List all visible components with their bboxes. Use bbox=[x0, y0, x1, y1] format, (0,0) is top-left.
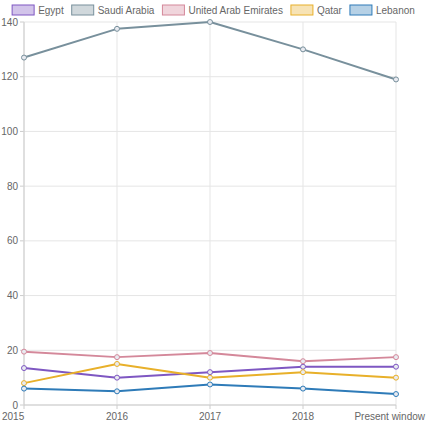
point bbox=[22, 386, 27, 391]
tick-label: 120 bbox=[1, 71, 18, 82]
tick-mark bbox=[20, 240, 24, 241]
grid-line-x bbox=[210, 22, 211, 405]
tick-label: 60 bbox=[7, 235, 19, 246]
point bbox=[301, 47, 306, 52]
legend: Egypt Saudi Arabia United Arab Emirates Qat… bbox=[12, 5, 415, 16]
tick-mark-x bbox=[210, 405, 211, 409]
legend-swatch bbox=[350, 5, 372, 15]
point bbox=[301, 359, 306, 364]
grid-line-x bbox=[303, 22, 304, 405]
legend-label: Lebanon bbox=[376, 5, 415, 16]
legend-label: Egypt bbox=[38, 5, 64, 16]
point bbox=[394, 364, 399, 369]
legend-swatch bbox=[291, 5, 313, 15]
legend-label: United Arab Emirates bbox=[188, 5, 283, 16]
point bbox=[301, 386, 306, 391]
legend-swatch bbox=[72, 5, 94, 15]
tick-mark-x bbox=[24, 405, 25, 409]
legend-swatch bbox=[12, 5, 34, 15]
series-line bbox=[24, 364, 396, 383]
point bbox=[208, 375, 213, 380]
point bbox=[22, 381, 27, 386]
grid-line bbox=[24, 405, 396, 406]
tick-mark bbox=[20, 131, 24, 132]
plot-area bbox=[22, 20, 399, 397]
point bbox=[22, 349, 27, 354]
tick-mark bbox=[20, 76, 24, 77]
tick-mark bbox=[20, 186, 24, 187]
point bbox=[208, 370, 213, 375]
category-label: 2016 bbox=[106, 411, 129, 422]
chart: 0 20 40 60 80 100 120 140 2015 2016 2017 2018 Presen… bbox=[0, 0, 427, 427]
series-line bbox=[24, 22, 396, 79]
grid-line-x bbox=[24, 22, 25, 405]
point bbox=[115, 26, 120, 31]
point bbox=[115, 375, 120, 380]
tick-mark bbox=[20, 22, 24, 23]
tick-label: 140 bbox=[1, 17, 18, 28]
legend-label: Saudi Arabia bbox=[98, 5, 155, 16]
legend-label: Qatar bbox=[317, 5, 343, 16]
tick-label: 0 bbox=[12, 400, 18, 411]
tick-mark-x bbox=[117, 405, 118, 409]
point bbox=[394, 375, 399, 380]
x-axis bbox=[24, 405, 396, 406]
point bbox=[115, 355, 120, 360]
category-label: 2015 bbox=[2, 411, 25, 422]
tick-label: 100 bbox=[1, 126, 18, 137]
tick-mark-x bbox=[303, 405, 304, 409]
point bbox=[394, 77, 399, 82]
point bbox=[22, 366, 27, 371]
category-label: 2018 bbox=[292, 411, 315, 422]
point bbox=[301, 364, 306, 369]
category-label: Present window bbox=[354, 411, 425, 422]
point bbox=[301, 370, 306, 375]
tick-label: 40 bbox=[7, 290, 19, 301]
point bbox=[22, 55, 27, 60]
point bbox=[394, 355, 399, 360]
point bbox=[115, 361, 120, 366]
point bbox=[208, 382, 213, 387]
tick-label: 80 bbox=[7, 181, 19, 192]
tick-mark bbox=[20, 295, 24, 296]
point bbox=[208, 20, 213, 25]
point bbox=[394, 392, 399, 397]
tick-label: 20 bbox=[7, 345, 19, 356]
point bbox=[115, 389, 120, 394]
tick-mark-x bbox=[396, 405, 397, 409]
grid-line-x bbox=[117, 22, 118, 405]
y-axis bbox=[24, 22, 25, 405]
point bbox=[208, 351, 213, 356]
category-label: 2017 bbox=[199, 411, 222, 422]
legend-swatch bbox=[162, 5, 184, 15]
tick-mark bbox=[20, 405, 24, 406]
